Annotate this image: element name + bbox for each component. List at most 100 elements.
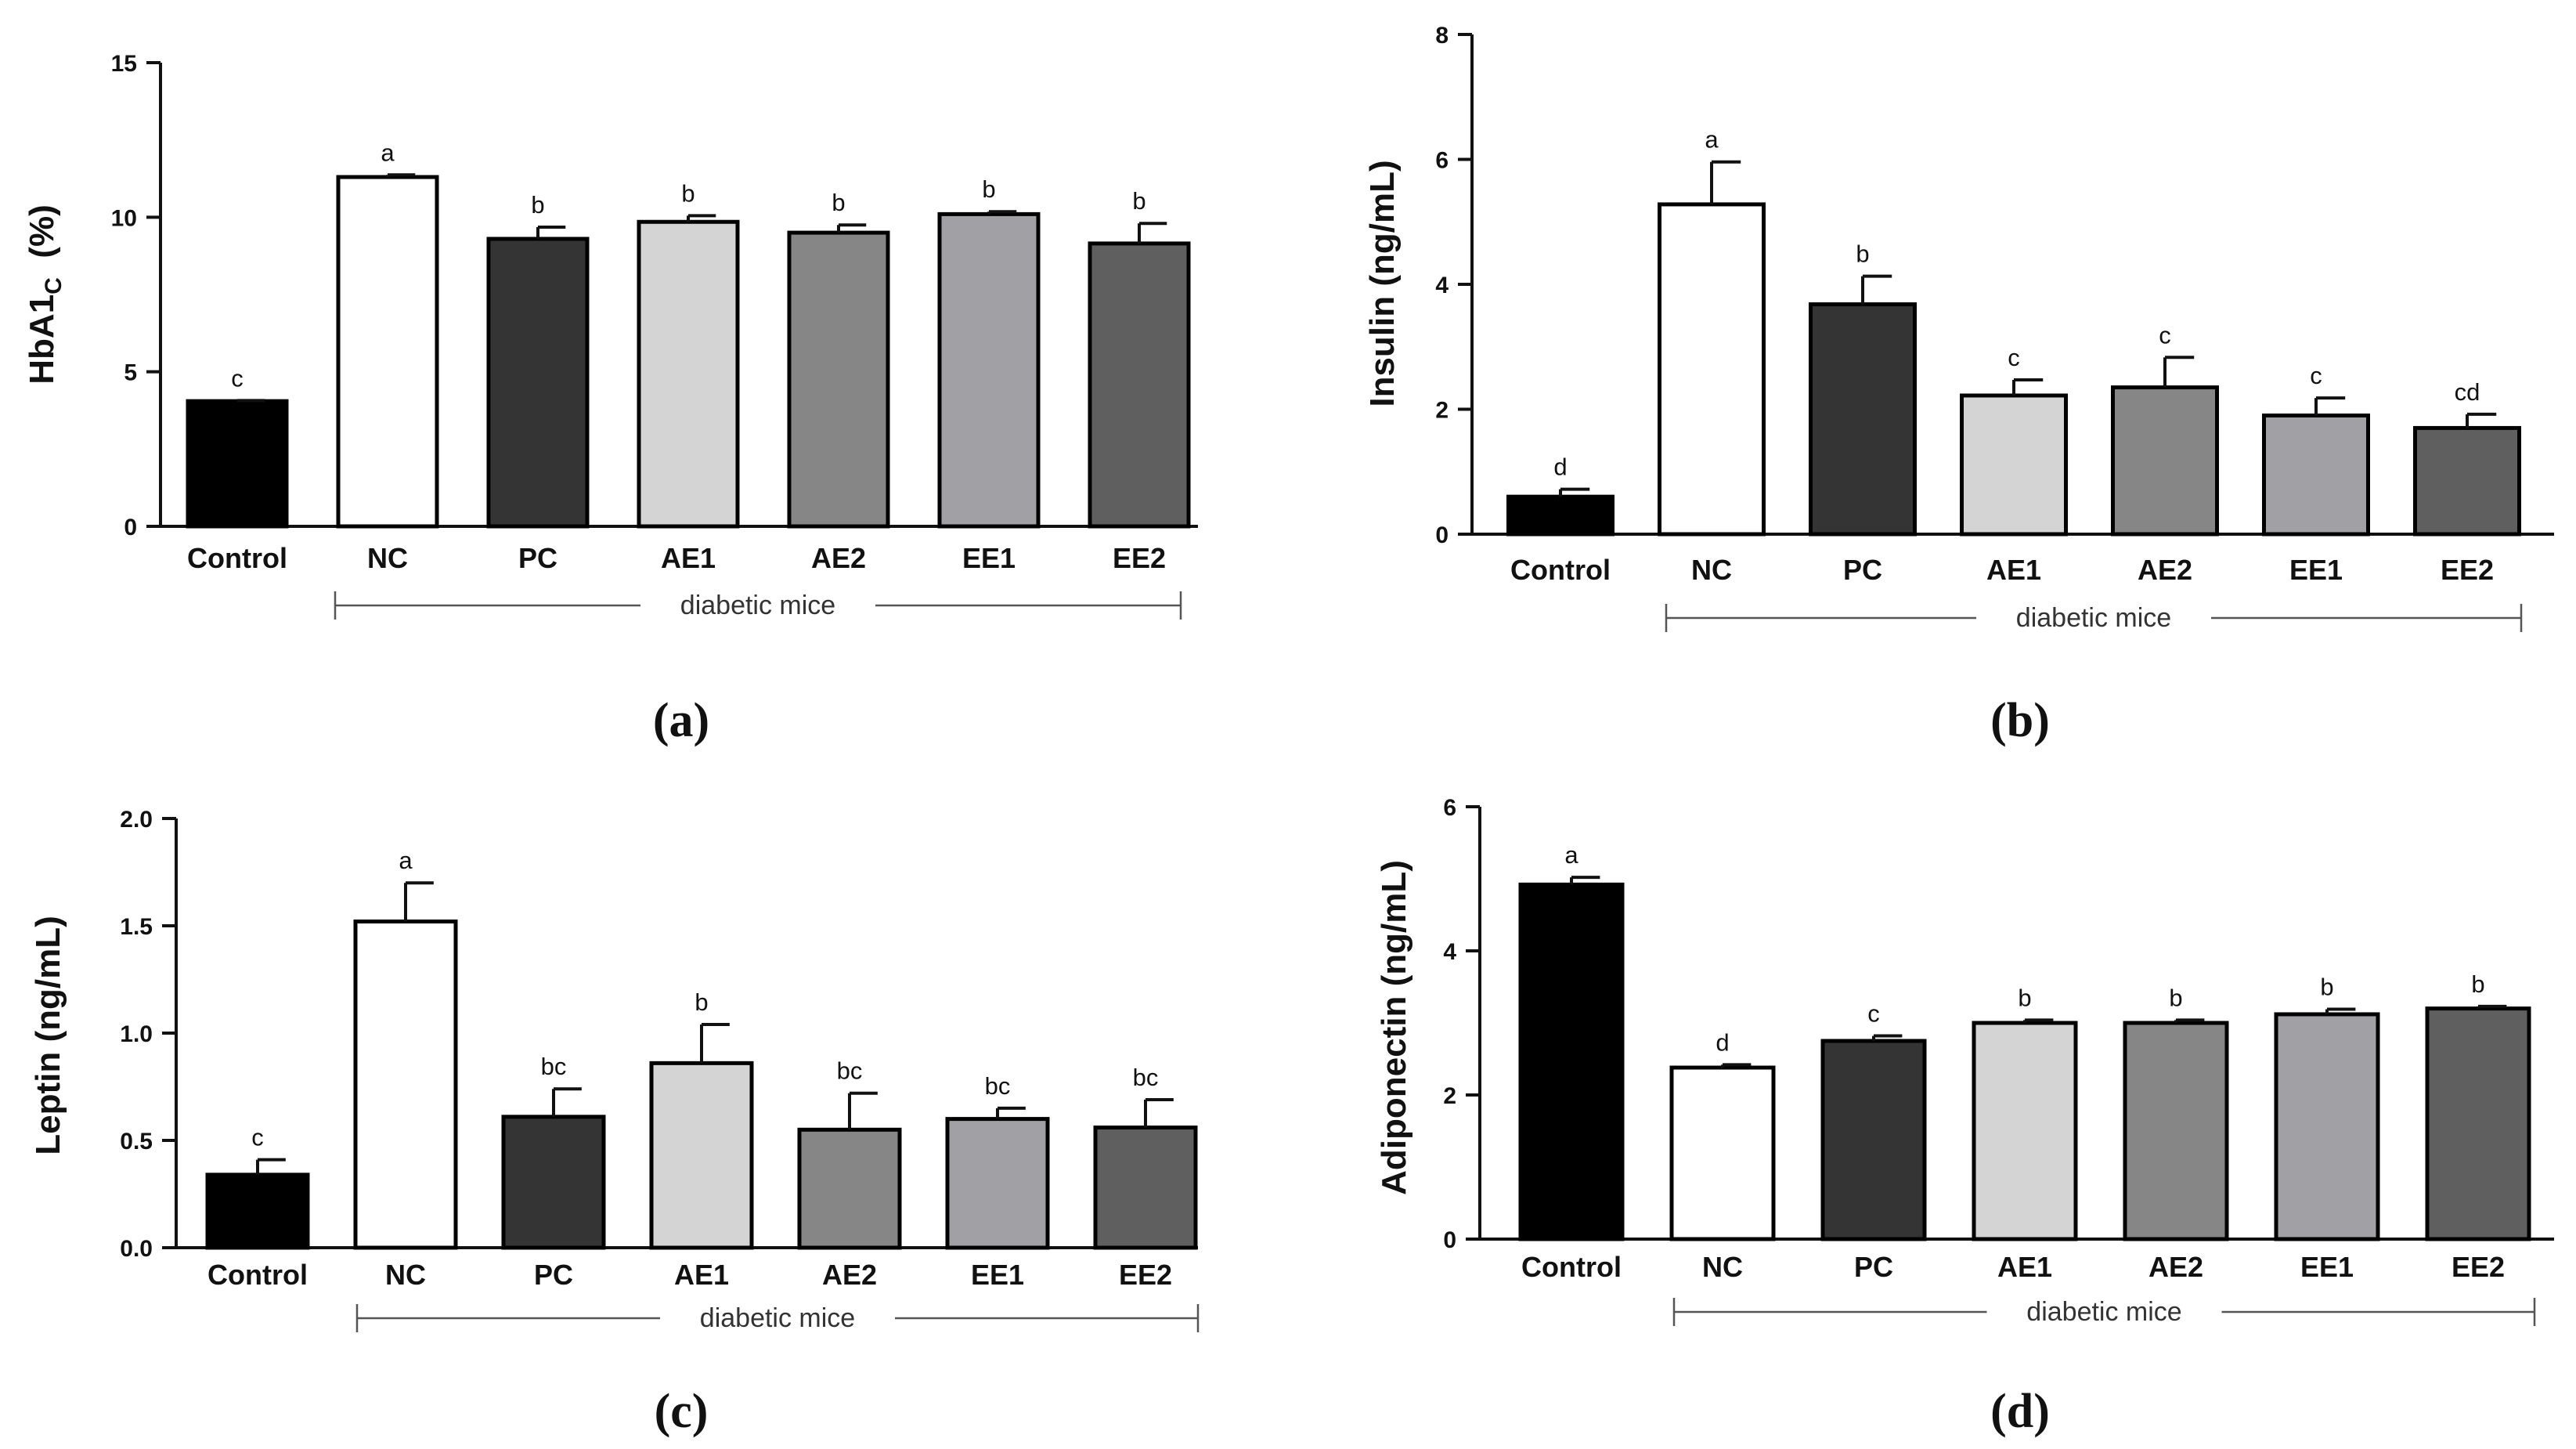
- significance-letter-control: c: [231, 364, 244, 392]
- y-tick-label: 6: [1443, 795, 1456, 821]
- significance-letter-ee2: b: [1132, 187, 1145, 215]
- group-label: diabetic mice: [700, 1303, 855, 1333]
- x-tick-label-control: Control: [1521, 1251, 1622, 1283]
- x-tick-label-nc: NC: [1691, 554, 1732, 586]
- x-tick-label-ee1: EE1: [2300, 1251, 2354, 1283]
- y-axis-label: Insulin (ng/mL): [1363, 160, 1402, 407]
- significance-letter-control: d: [1553, 453, 1567, 481]
- significance-letter-nc: a: [1705, 126, 1719, 154]
- panel-label-a: (a): [653, 694, 709, 747]
- x-tick-label-ee1: EE1: [2289, 554, 2343, 586]
- bar-ee2: [2413, 425, 2521, 537]
- bar-nc: [1658, 202, 1766, 537]
- significance-letter-ee2: b: [2471, 970, 2484, 998]
- panel-label-c: (c): [655, 1385, 709, 1438]
- significance-letter-ae2: b: [832, 189, 845, 216]
- x-tick-label-ae2: AE2: [811, 542, 866, 574]
- y-tick-label: 0: [124, 515, 137, 540]
- y-axis-label-main: HbA1: [23, 294, 61, 385]
- significance-letter-control: c: [251, 1124, 264, 1151]
- x-tick-label-control: Control: [207, 1259, 308, 1291]
- x-tick-label-pc: PC: [1854, 1251, 1893, 1283]
- x-tick-label-nc: NC: [385, 1259, 426, 1291]
- x-tick-label-ae2: AE2: [822, 1259, 877, 1291]
- chart-panel-d: (d) 0 2 4 6 Adiponectin (ng/mL) a Control d NC c P…: [1375, 795, 2554, 1438]
- chart-panel-a: (a) 0 5 10 15 HbA1C (%) c Control a NC b PC b AE1 b AE…: [23, 51, 1198, 747]
- y-tick-label: 0.0: [120, 1236, 153, 1262]
- significance-letter-ae2: b: [2169, 984, 2182, 1011]
- bar-ee2: [2425, 1006, 2531, 1241]
- significance-letter-pc: bc: [541, 1053, 567, 1080]
- significance-letter-ee1: bc: [985, 1072, 1011, 1100]
- y-axis-label-subscript: C: [41, 277, 67, 294]
- bar-control: [186, 399, 289, 529]
- x-tick-label-nc: NC: [367, 542, 408, 574]
- y-tick-label: 0: [1435, 522, 1449, 548]
- significance-letter-ee1: b: [982, 175, 995, 203]
- y-tick-label: 4: [1443, 939, 1456, 965]
- y-tick-label: 6: [1435, 148, 1449, 174]
- significance-letter-ae1: b: [2018, 984, 2031, 1011]
- bar-control: [1518, 882, 1625, 1241]
- x-tick-label-ee2: EE2: [1119, 1259, 1172, 1291]
- y-tick-label: 10: [111, 205, 137, 231]
- x-tick-label-ee1: EE1: [971, 1259, 1024, 1291]
- y-axis-label: HbA1C (%): [23, 204, 67, 384]
- significance-letter-pc: c: [1867, 1000, 1880, 1028]
- bar-ae2: [797, 1127, 902, 1250]
- significance-letter-ee2: cd: [2455, 378, 2480, 406]
- group-label: diabetic mice: [2016, 603, 2171, 633]
- bar-pc: [486, 237, 590, 529]
- bar-ae1: [637, 219, 740, 529]
- y-tick-label: 2: [1435, 398, 1449, 424]
- bar-pc: [501, 1115, 606, 1250]
- bar-control: [1506, 494, 1615, 537]
- bar-pc: [1809, 302, 1917, 537]
- y-tick-label: 8: [1435, 23, 1449, 49]
- significance-letter-nc: a: [399, 847, 413, 874]
- bar-nc: [353, 920, 458, 1250]
- x-tick-label-ee2: EE2: [2441, 554, 2494, 586]
- bar-ae2: [2123, 1021, 2229, 1241]
- significance-letter-ee1: b: [2320, 974, 2333, 1001]
- bar-ae1: [1972, 1021, 2078, 1241]
- x-tick-label-pc: PC: [1843, 554, 1882, 586]
- y-tick-label: 1.5: [120, 914, 153, 940]
- bar-pc: [1820, 1039, 1927, 1241]
- group-label: diabetic mice: [2026, 1297, 2181, 1327]
- bar-ae2: [2111, 385, 2219, 537]
- significance-letter-ae1: c: [2008, 344, 2020, 371]
- significance-letter-ae1: b: [695, 988, 708, 1016]
- significance-letter-pc: b: [1856, 240, 1869, 268]
- bar-ee1: [937, 211, 1041, 529]
- bar-ee1: [2262, 413, 2370, 537]
- x-tick-label-control: Control: [187, 542, 287, 574]
- panel-label-d: (d): [1990, 1385, 2050, 1438]
- bar-ee1: [2274, 1012, 2380, 1241]
- x-tick-label-ae1: AE1: [1986, 554, 2041, 586]
- bar-ae2: [787, 230, 890, 529]
- y-tick-label: 0: [1443, 1227, 1456, 1253]
- bar-ae1: [649, 1061, 754, 1250]
- y-tick-label: 5: [124, 360, 137, 386]
- y-axis-label: Leptin (ng/mL): [29, 916, 67, 1155]
- x-tick-label-ae2: AE2: [2148, 1251, 2203, 1283]
- bar-ee1: [945, 1117, 1050, 1250]
- x-tick-label-ae1: AE1: [674, 1259, 729, 1291]
- x-tick-label-ae2: AE2: [2138, 554, 2192, 586]
- significance-letter-ae2: c: [2159, 321, 2171, 349]
- x-tick-label-ae1: AE1: [661, 542, 716, 574]
- significance-letter-ee1: c: [2310, 362, 2322, 389]
- significance-letter-pc: b: [531, 191, 544, 219]
- y-tick-label: 0.5: [120, 1129, 153, 1155]
- x-tick-label-ae1: AE1: [1997, 1251, 2052, 1283]
- bar-nc: [336, 175, 439, 529]
- x-tick-label-ee1: EE1: [962, 542, 1016, 574]
- y-tick-label: 2.0: [120, 807, 153, 833]
- bar-nc: [1669, 1065, 1776, 1241]
- x-tick-label-pc: PC: [518, 542, 557, 574]
- bar-control: [205, 1173, 310, 1250]
- x-tick-label-control: Control: [1510, 554, 1611, 586]
- y-axis-label-unit: (%): [23, 204, 61, 277]
